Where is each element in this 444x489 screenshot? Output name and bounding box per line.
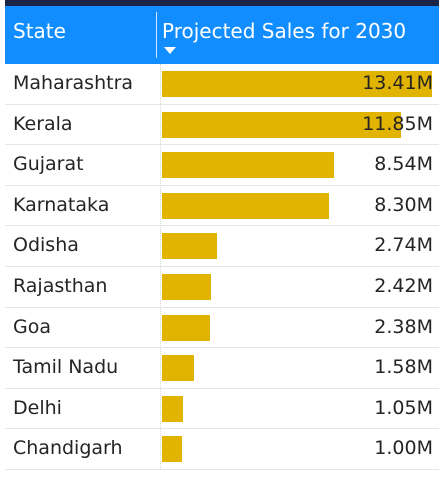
projected-sales-cell: 1.05M <box>374 396 433 419</box>
projected-sales-cell: 1.58M <box>374 356 433 379</box>
table-row[interactable]: Rajasthan 2.42M <box>5 267 439 308</box>
projected-sales-cell: 8.30M <box>374 193 433 216</box>
table-row[interactable]: Goa 2.38M <box>5 308 439 349</box>
table-row[interactable]: Kerala 11.85M <box>5 105 439 146</box>
data-bar <box>162 395 184 422</box>
visual-top-border <box>5 0 439 6</box>
data-bar <box>162 273 211 300</box>
state-cell: Delhi <box>13 396 62 419</box>
table-row[interactable]: Chandigarh 1.00M <box>5 429 439 470</box>
data-bar <box>162 233 218 260</box>
data-bar <box>162 355 194 382</box>
table-body: Maharashtra 13.41M Kerala 11.85M Gujarat 8.54… <box>5 64 439 470</box>
projected-sales-cell: 13.41M <box>362 72 433 94</box>
data-bar <box>162 436 183 463</box>
state-cell: Gujarat <box>13 153 84 176</box>
table-row[interactable]: Gujarat 8.54M <box>5 145 439 186</box>
state-cell: Kerala <box>13 112 73 135</box>
data-bar <box>162 111 401 138</box>
state-cell: Maharashtra <box>13 72 134 94</box>
sort-descending-icon[interactable] <box>164 47 176 54</box>
column-header-projected-sales[interactable]: Projected Sales for 2030 <box>162 19 407 43</box>
column-divider <box>160 64 162 470</box>
header-divider <box>156 12 157 58</box>
projected-sales-cell: 8.54M <box>374 153 433 176</box>
table-row[interactable]: Maharashtra 13.41M <box>5 64 439 105</box>
table-row[interactable]: Odisha 2.74M <box>5 226 439 267</box>
column-header-state[interactable]: State <box>13 19 66 43</box>
projected-sales-cell: 2.74M <box>374 234 433 257</box>
state-cell: Tamil Nadu <box>13 356 119 379</box>
table-row[interactable]: Karnataka 8.30M <box>5 186 439 227</box>
table-header: State Projected Sales for 2030 <box>5 6 439 64</box>
projected-sales-cell: 1.00M <box>374 437 433 460</box>
state-cell: Chandigarh <box>13 437 123 460</box>
table-row[interactable]: Tamil Nadu 1.58M <box>5 348 439 389</box>
table-visual: State Projected Sales for 2030 Maharasht… <box>5 0 439 480</box>
projected-sales-cell: 11.85M <box>362 112 433 135</box>
data-bar <box>162 71 432 97</box>
data-bar <box>162 192 330 219</box>
state-cell: Rajasthan <box>13 274 108 297</box>
data-bar <box>162 152 334 179</box>
projected-sales-cell: 2.42M <box>374 274 433 297</box>
table-row[interactable]: Delhi 1.05M <box>5 389 439 430</box>
projected-sales-cell: 2.38M <box>374 315 433 338</box>
state-cell: Karnataka <box>13 193 110 216</box>
state-cell: Odisha <box>13 234 79 257</box>
data-bar <box>162 314 210 341</box>
state-cell: Goa <box>13 315 51 338</box>
